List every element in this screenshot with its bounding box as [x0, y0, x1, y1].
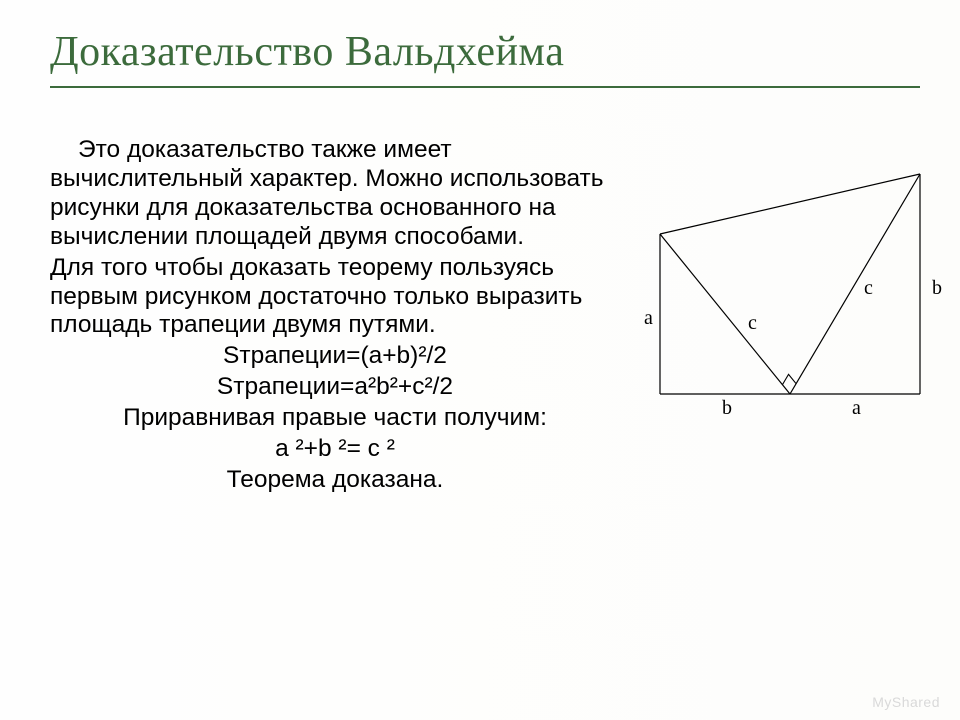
formula-2: Sтрапеции=a²b²+c²/2 — [50, 373, 620, 402]
svg-text:c: c — [864, 277, 873, 299]
conclusion-1: Приравнивая правые части получим: — [50, 404, 620, 433]
text-column: Это доказательство также имеет вычислите… — [50, 136, 620, 497]
formula-3: a ²+b ²= c ² — [50, 435, 620, 464]
trapezoid-figure: a b a b c c — [630, 164, 950, 429]
svg-text:a: a — [644, 307, 653, 329]
slide-title: Доказательство Вальдхейма — [50, 28, 920, 88]
svg-text:b: b — [722, 397, 732, 419]
watermark: MyShared — [872, 694, 940, 710]
svg-text:c: c — [748, 312, 757, 334]
content-row: Это доказательство также имеет вычислите… — [50, 136, 920, 497]
svg-text:b: b — [932, 277, 942, 299]
trapezoid-svg: a b a b c c — [630, 164, 950, 424]
slide: Доказательство Вальдхейма Это доказатель… — [0, 0, 960, 720]
paragraph-2: Для того чтобы доказать теорему пользуяс… — [50, 254, 620, 341]
paragraph-1: Это доказательство также имеет вычислите… — [50, 136, 620, 252]
formula-1: Sтрапеции=(a+b)²/2 — [50, 342, 620, 371]
conclusion-2: Теорема доказана. — [50, 466, 620, 495]
svg-text:a: a — [852, 397, 861, 419]
